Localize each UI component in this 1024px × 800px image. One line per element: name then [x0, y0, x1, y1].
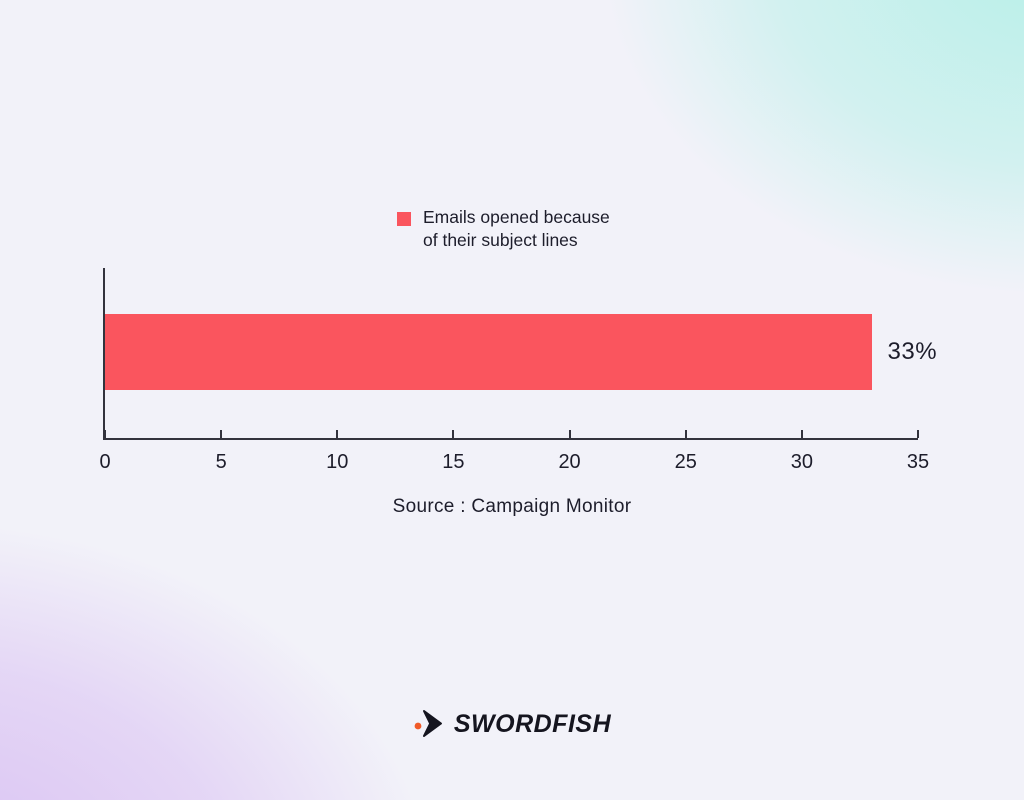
legend-label: Emails opened because of their subject l…: [423, 206, 610, 251]
x-axis-tick-label: 5: [215, 451, 227, 473]
x-axis-tick: [452, 430, 455, 438]
x-axis-tick: [800, 430, 803, 438]
source-caption: Source : Campaign Monitor: [392, 496, 632, 517]
legend-swatch: [397, 212, 411, 226]
bar-emails-opened: [105, 314, 872, 390]
x-axis-tick-label: 0: [99, 451, 111, 473]
x-axis-tick: [104, 430, 106, 438]
legend-label-line2: of their subject lines: [423, 229, 578, 250]
x-axis-tick: [220, 430, 223, 438]
x-axis-tick: [336, 430, 339, 438]
legend-label-line1: Emails opened because: [423, 207, 610, 227]
x-axis-tick: [684, 430, 687, 438]
x-axis-tick: [568, 430, 571, 438]
x-axis-tick-label: 35: [906, 451, 930, 473]
x-axis-tick-label: 15: [442, 451, 465, 473]
x-axis-tick-label: 10: [326, 451, 349, 473]
swordfish-arrow-icon: [414, 710, 442, 737]
x-axis-tick-label: 20: [558, 451, 581, 473]
bar-value-label: 33%: [887, 338, 938, 365]
chart-legend: Emails opened because of their subject l…: [397, 206, 610, 251]
brand-name: SWORDFISH: [453, 709, 612, 738]
x-axis-tick-label: 25: [674, 451, 697, 473]
brand-logo: SWORDFISH: [0, 706, 1024, 742]
x-axis-tick: [917, 430, 919, 438]
x-axis-tick-label: 30: [790, 451, 813, 473]
plot-area: 33% 0 5 10 15 20 25 30 35: [99, 268, 937, 473]
